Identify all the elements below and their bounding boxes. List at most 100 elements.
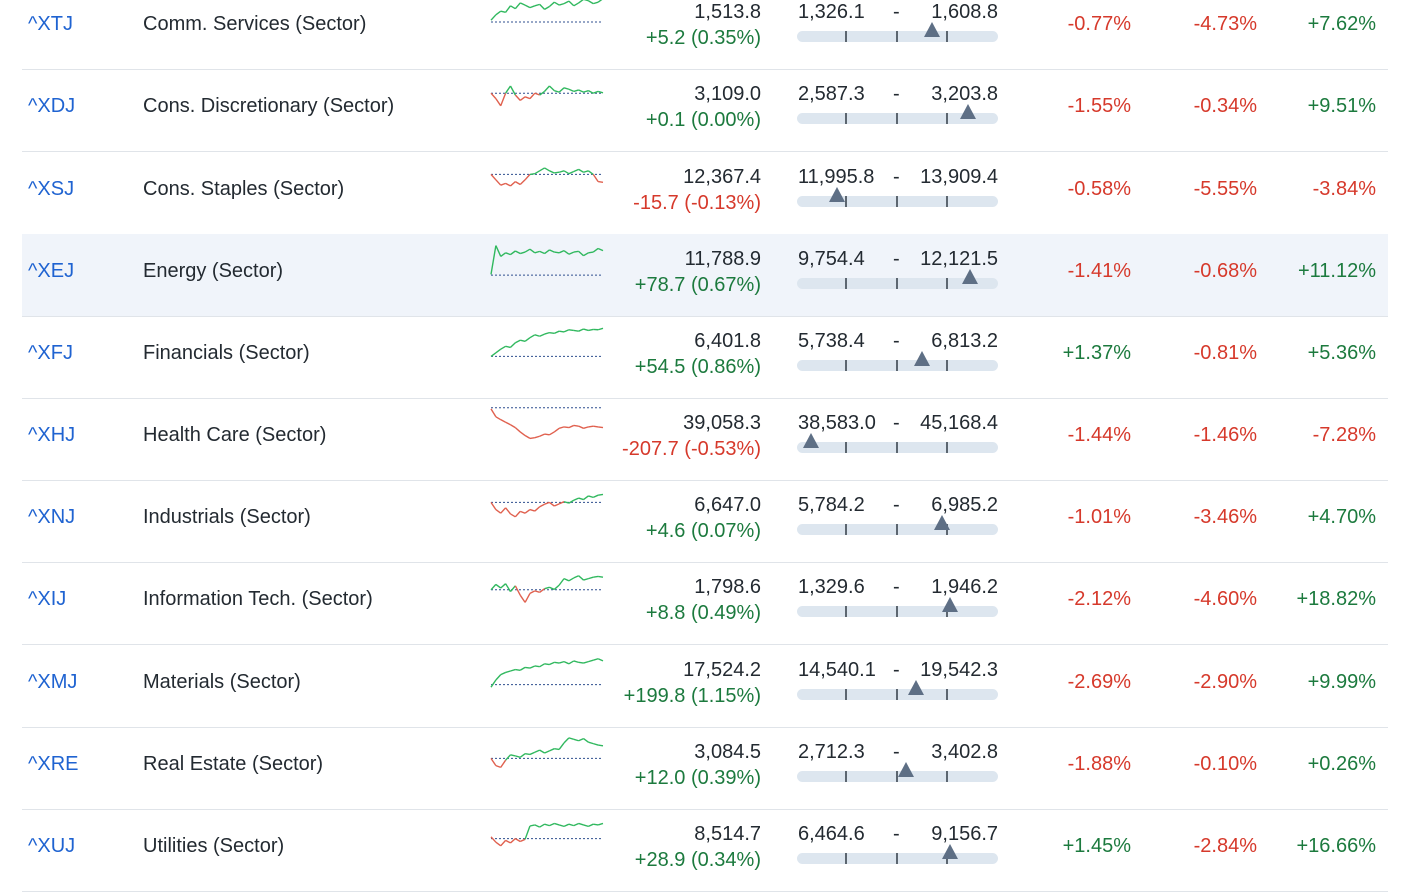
sparkline-segment <box>506 671 511 672</box>
sparkline-segment <box>584 427 589 428</box>
sparkline-segment <box>545 333 550 334</box>
sparkline-segment <box>564 251 569 255</box>
sparkline-segment <box>559 662 564 663</box>
sparkline-segment <box>554 2 559 5</box>
symbol-link[interactable]: ^XMJ <box>28 671 77 694</box>
sparkline-chart[interactable] <box>489 568 605 608</box>
sparkline-segment <box>545 664 550 665</box>
range-low: 14,540.1 <box>798 659 876 682</box>
range-marker-icon <box>934 515 950 530</box>
range-high: 3,402.8 <box>931 741 998 764</box>
range-tick <box>896 853 898 864</box>
sparkline-chart[interactable] <box>489 815 605 855</box>
sparkline-segment <box>598 0 603 2</box>
sparkline-segment <box>588 1 593 4</box>
symbol-link[interactable]: ^XEJ <box>28 260 74 283</box>
last-price: 8,514.7 <box>694 823 761 846</box>
sparkline-chart[interactable] <box>489 486 605 526</box>
sparkline-segment <box>579 498 584 499</box>
perf-col-1: -1.41% <box>1068 260 1131 283</box>
sparkline-chart[interactable] <box>489 240 605 280</box>
symbol-link[interactable]: ^XSJ <box>28 178 74 201</box>
sparkline-chart[interactable] <box>489 322 605 362</box>
sparkline-chart[interactable] <box>489 0 605 33</box>
price-change: +12.0 (0.39%) <box>635 767 761 790</box>
sparkline-segment <box>506 6 511 12</box>
sparkline-segment <box>496 417 501 420</box>
range-marker-icon <box>924 22 940 37</box>
sparkline-segment <box>506 86 511 93</box>
sparkline-segment <box>530 335 535 338</box>
last-price: 12,367.4 <box>683 166 761 189</box>
range-bar <box>797 278 998 289</box>
sparkline-segment <box>559 251 564 253</box>
symbol-link[interactable]: ^XDJ <box>28 95 75 118</box>
sector-name: Real Estate (Sector) <box>143 753 323 776</box>
range-tick <box>946 31 948 42</box>
sparkline-segment <box>579 426 584 428</box>
sparkline-segment <box>520 97 525 101</box>
sparkline-segment <box>549 823 554 825</box>
range-tick <box>946 771 948 782</box>
sparkline-segment <box>584 91 589 92</box>
sparkline-chart[interactable] <box>489 75 605 115</box>
sparkline-segment <box>520 180 525 185</box>
sparkline-segment <box>535 4 540 5</box>
range-separator: - <box>893 83 900 106</box>
sparkline-segment <box>588 577 593 578</box>
last-price: 17,524.2 <box>683 659 761 682</box>
sparkline-segment <box>520 511 525 513</box>
sparkline-segment <box>515 3 520 9</box>
sparkline-segment <box>554 252 559 253</box>
range-high: 45,168.4 <box>920 412 998 435</box>
range-separator: - <box>893 659 900 682</box>
sparkline-chart[interactable] <box>489 158 605 198</box>
range-high: 19,542.3 <box>920 659 998 682</box>
sparkline-segment <box>564 171 569 174</box>
sparkline-segment <box>540 589 545 593</box>
range-tick <box>946 278 948 289</box>
range-bar <box>797 689 998 700</box>
range-marker-icon <box>829 187 845 202</box>
range-bar <box>797 771 998 782</box>
symbol-link[interactable]: ^XHJ <box>28 424 75 447</box>
symbol-link[interactable]: ^XIJ <box>28 588 66 611</box>
sparkline-segment <box>574 330 579 331</box>
sparkline-segment <box>584 579 589 580</box>
symbol-link[interactable]: ^XNJ <box>28 506 75 529</box>
sparkline-chart[interactable] <box>489 651 605 691</box>
range-tick <box>946 442 948 453</box>
symbol-link[interactable]: ^XFJ <box>28 342 73 365</box>
sparkline-chart[interactable] <box>489 733 605 773</box>
sparkline-segment <box>501 346 506 349</box>
range-low: 6,464.6 <box>798 823 865 846</box>
sparkline-segment <box>510 514 515 517</box>
sparkline-segment <box>598 494 603 495</box>
sparkline-segment <box>593 248 598 252</box>
symbol-link[interactable]: ^XTJ <box>28 13 73 36</box>
perf-col-2: -4.60% <box>1194 588 1257 611</box>
sparkline-segment <box>598 745 603 746</box>
sparkline-segment <box>549 749 554 751</box>
sparkline-segment <box>496 99 501 106</box>
range-separator: - <box>893 412 900 435</box>
symbol-link[interactable]: ^XUJ <box>28 835 75 858</box>
sector-name: Cons. Staples (Sector) <box>143 178 344 201</box>
sparkline-segment <box>530 93 535 98</box>
sparkline-chart[interactable] <box>489 404 605 444</box>
perf-col-2: -1.46% <box>1194 424 1257 447</box>
symbol-link[interactable]: ^XRE <box>28 753 79 776</box>
sector-name: Utilities (Sector) <box>143 835 284 858</box>
sparkline-segment <box>501 584 506 588</box>
